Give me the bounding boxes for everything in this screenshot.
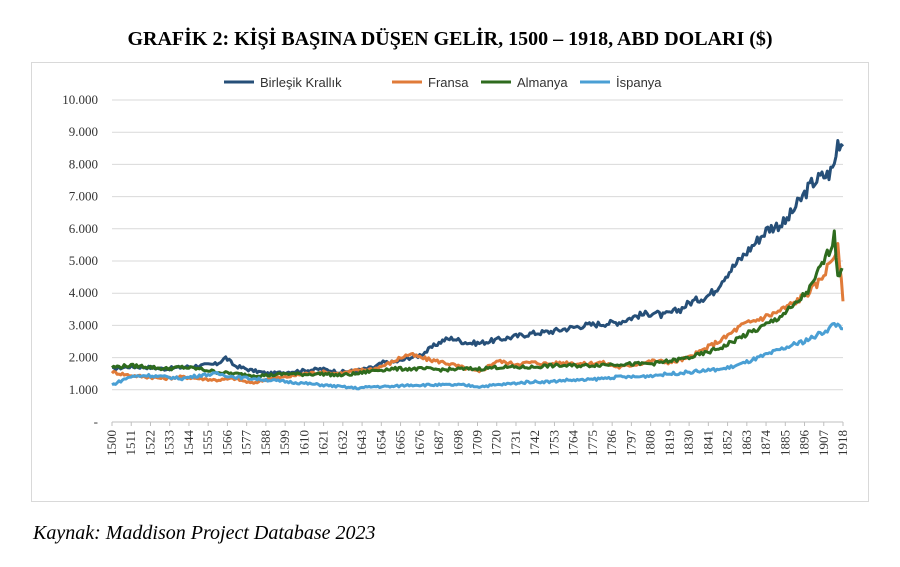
x-tick-label: 1742 — [527, 430, 542, 456]
x-tick-label: 1885 — [777, 430, 792, 456]
y-tick-label: 8.000 — [69, 156, 98, 171]
x-tick-label: 1852 — [720, 430, 735, 456]
x-tick-label: 1698 — [450, 430, 465, 456]
legend-label: Birleşik Krallık — [260, 75, 342, 90]
x-tick-label: 1500 — [104, 430, 119, 456]
y-tick-label: 10.000 — [62, 92, 98, 107]
y-tick-label: 3.000 — [69, 317, 98, 332]
x-tick-label: 1874 — [758, 430, 773, 457]
x-tick-label: 1764 — [566, 430, 581, 457]
x-tick-label: 1775 — [585, 430, 600, 456]
x-tick-label: 1896 — [797, 430, 812, 457]
x-tick-label: 1819 — [662, 430, 677, 456]
x-tick-label: 1753 — [546, 430, 561, 456]
x-tick-label: 1632 — [335, 430, 350, 456]
y-tick-label: 7.000 — [69, 189, 98, 204]
y-tick-label: 6.000 — [69, 221, 98, 236]
x-tick-label: 1720 — [489, 430, 504, 456]
x-tick-label: 1918 — [835, 430, 850, 456]
x-tick-label: 1786 — [604, 430, 619, 457]
x-tick-label: 1577 — [239, 430, 254, 457]
y-tick-label: 4.000 — [69, 285, 98, 300]
x-tick-label: 1555 — [200, 430, 215, 456]
x-tick-label: 1830 — [681, 430, 696, 456]
source-note: Kaynak: Maddison Project Database 2023 — [33, 522, 376, 544]
x-tick-label: 1808 — [643, 430, 658, 456]
x-tick-label: 1599 — [277, 430, 292, 456]
legend-label: İspanya — [616, 75, 662, 90]
chart-title: GRAFİK 2: KİŞİ BAŞINA DÜŞEN GELİR, 1500 … — [127, 28, 773, 50]
y-tick-label: - — [94, 414, 98, 429]
x-tick-label: 1621 — [316, 430, 331, 456]
y-tick-label: 5.000 — [69, 253, 98, 268]
chart-frame — [31, 62, 869, 502]
x-tick-label: 1654 — [373, 430, 388, 457]
x-tick-label: 1687 — [431, 430, 446, 457]
legend-label: Almanya — [517, 75, 568, 90]
x-tick-label: 1665 — [393, 430, 408, 456]
y-tick-label: 9.000 — [69, 124, 98, 139]
x-tick-label: 1676 — [412, 430, 427, 457]
series-line-0 — [111, 139, 845, 377]
y-tick-label: 1.000 — [69, 382, 98, 397]
x-tick-label: 1797 — [623, 430, 638, 457]
x-tick-label: 1907 — [816, 430, 831, 457]
series-line-3 — [111, 322, 843, 391]
y-tick-label: 2.000 — [69, 350, 98, 365]
x-tick-label: 1533 — [162, 430, 177, 456]
series-line-2 — [111, 229, 844, 379]
x-tick-label: 1731 — [508, 430, 523, 456]
x-tick-label: 1566 — [219, 430, 234, 457]
x-tick-label: 1511 — [123, 430, 138, 456]
x-tick-label: 1709 — [470, 430, 485, 456]
legend-label: Fransa — [428, 75, 469, 90]
x-tick-label: 1643 — [354, 430, 369, 456]
x-tick-label: 1522 — [142, 430, 157, 456]
x-tick-label: 1841 — [700, 430, 715, 456]
x-tick-label: 1863 — [739, 430, 754, 456]
x-tick-label: 1544 — [181, 430, 196, 457]
x-tick-label: 1610 — [296, 430, 311, 456]
x-tick-label: 1588 — [258, 430, 273, 456]
